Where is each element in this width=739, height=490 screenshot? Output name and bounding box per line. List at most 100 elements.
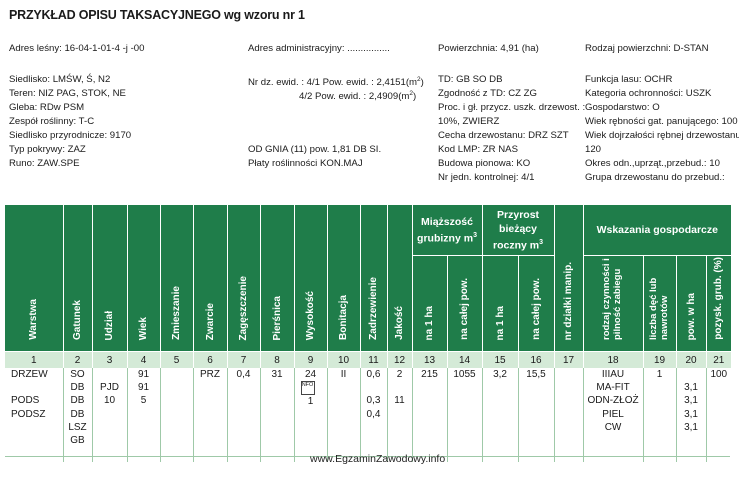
table-row: DRZEW PODS PODSZ SO DB DB DB LSZ GB PJD 10 91 91… — [5, 368, 731, 462]
cell-p-nacalej: 15,5 — [518, 368, 555, 462]
header-p-na1ha: na 1 ha — [482, 255, 519, 352]
cell-warstwa: DRZEW PODS PODSZ — [5, 368, 64, 462]
info-section: Adres leśny: 16-04-1-01-4 -j -00 Adres a… — [0, 0, 739, 205]
col-num: 18 — [583, 351, 644, 368]
header-zageszczenie: Zagęszczenie — [227, 205, 261, 352]
gospodarstwo: Gospodarstwo: O — [585, 102, 660, 113]
teren: Teren: NIZ PAG, STOK, NE — [9, 88, 126, 99]
cecha-drzewostanu: Cecha drzewostanu: DRZ SZT — [438, 130, 569, 141]
cell-rodzaj: IIIAU MA-FIT ODN-ZŁOŻ PIEL CW — [583, 368, 644, 462]
cell-pozysk: 100 — [710, 369, 728, 380]
col-num: 5 — [160, 351, 194, 368]
header-przyrost: Przyrost bieżący roczny m3 — [482, 205, 555, 256]
col-num: 17 — [554, 351, 584, 368]
powierzchnia: Powierzchnia: 4,91 (ha) — [438, 43, 539, 54]
budowa-pionowa: Budowa pionowa: KO — [438, 158, 531, 169]
col-num: 7 — [227, 351, 261, 368]
header-wiek: Wiek — [127, 205, 161, 352]
table-bottom-border — [5, 456, 730, 457]
td: TD: GB SO DB — [438, 74, 503, 85]
zgodnosc-td: Zgodność z TD: CZ ZG — [438, 88, 537, 99]
header-m-nacalej: na całej pow. — [447, 255, 483, 352]
header-pozysk: pozysk. grub. (%) — [706, 255, 732, 352]
header-piersnica: Pierśnica — [260, 205, 295, 352]
header-wysokosc: Wysokość — [294, 205, 328, 352]
cell-wysokosc: 24 NFO 1 — [294, 368, 328, 462]
col-num: 1 — [5, 351, 64, 368]
runo: Runo: ZAW.SPE — [9, 158, 80, 169]
header-udzial: Udział — [92, 205, 128, 352]
wiek-dojrzalosci: Wiek dojrzałości rębnej drzewostanu: — [585, 130, 739, 141]
typ-pokrywy: Typ pokrywy: ZAZ — [9, 144, 86, 155]
gleba: Gleba: RDw PSM — [9, 102, 85, 113]
col-num: 19 — [643, 351, 677, 368]
header-jakosc: Jakość — [387, 205, 413, 352]
header-zmieszanie: Zmieszanie — [160, 205, 194, 352]
cell-jakosc: 2 11 — [387, 368, 413, 462]
watermark: www.EgzaminZawodowy.info — [310, 453, 446, 465]
siedlisko-przyrodnicze: Siedlisko przyrodnicze: 9170 — [9, 130, 132, 141]
page-title: PRZYKŁAD OPISU TAKSACYJNEGO wg wzoru nr … — [9, 8, 305, 22]
cell-m-na1ha: 215 — [412, 368, 448, 462]
cell-m-nacalej: 1055 — [447, 368, 483, 462]
cell-wiek: 91 91 5 — [127, 368, 161, 462]
col-num: 16 — [518, 351, 555, 368]
cell-zadrzewienie: 0,6 0,3 0,4 — [360, 368, 388, 462]
okres-odnowienia: Okres odn.,uprząt.,przebud.: 10 — [585, 158, 720, 169]
cell-nr-dzialki — [554, 368, 584, 462]
cell-zmieszanie — [160, 368, 194, 462]
col-num: 4 — [127, 351, 161, 368]
kategoria-ochronnosci: Kategoria ochronności: USZK — [585, 88, 712, 99]
image-placeholder-icon: NFO — [300, 381, 315, 396]
col-num: 21 — [706, 351, 732, 368]
col-num: 6 — [193, 351, 228, 368]
od-gnia: OD GNIA (11) pow. 1,81 DB SI. — [248, 144, 382, 155]
platy-roslinnosci: Płaty roślinności KON.MAJ — [248, 158, 363, 169]
cell-bonitacja: II — [327, 368, 361, 462]
nr-dzialki-ewid-2: 4/2 Pow. ewid. : 2,4909(m2) — [299, 90, 417, 103]
col-num: 15 — [482, 351, 519, 368]
header-m-na1ha: na 1 ha — [412, 255, 448, 352]
cell-gatunek: SO DB DB DB LSZ GB — [63, 368, 93, 462]
header-rodzaj: rodzaj czynności i pilność zabiegu — [583, 255, 644, 352]
wiek-dojrzalosci-value: 120 — [585, 144, 602, 155]
header-gatunek: Gatunek — [63, 205, 93, 352]
nr-jedn-kontrolnej: Nr jedn. kontrolnej: 4/1 — [438, 172, 535, 183]
nr-dzialki-ewid-1: Nr dz. ewid. : 4/1 Pow. ewid. : 2,4151(m… — [248, 76, 424, 89]
col-num: 9 — [294, 351, 328, 368]
column-number-row: 1 2 3 4 5 6 7 8 9 10 11 12 13 14 15 16 1… — [5, 351, 732, 368]
cell-udzial: PJD 10 — [92, 368, 128, 462]
header-zadrzewienie: Zadrzewienie — [360, 205, 388, 352]
header-wskazania: Wskazania gospodarcze — [583, 205, 732, 256]
col-num: 2 — [63, 351, 93, 368]
col-num: 8 — [260, 351, 295, 368]
header-warstwa: Warstwa — [5, 205, 64, 352]
header-liczba: liczba dęć lub nawrotów — [643, 255, 677, 352]
taxation-table: Warstwa Gatunek Udział Wiek Zmieszanie Z… — [5, 205, 732, 462]
header-p-nacalej: na całej pow. — [518, 255, 555, 352]
zespol-roslinny: Zespół roślinny: T-C — [9, 116, 95, 127]
grupa-drzewostanu: Grupa drzewostanu do przebud.: — [585, 172, 725, 183]
col-num: 11 — [360, 351, 388, 368]
header-powwha: pow. w ha — [676, 255, 707, 352]
proc-uszk: Proc. i gł. przycz. uszk. drzewost. : — [438, 102, 586, 113]
cell-liczba: 1 — [643, 368, 677, 462]
header-zwarcie: Zwarcie — [193, 205, 228, 352]
cell-p-na1ha: 3,2 — [482, 368, 519, 462]
rodzaj-powierzchni: Rodzaj powierzchni: D-STAN — [585, 43, 709, 54]
col-num: 12 — [387, 351, 413, 368]
adres-administracyjny: Adres administracyjny: ................ — [248, 43, 390, 54]
header-nr-dzialki: nr działki manip. — [554, 205, 584, 352]
header-miazszosc: Miąższość grubizny m3 — [412, 205, 483, 256]
siedlisko: Siedlisko: LMŚW, Ś, N2 — [9, 74, 111, 85]
col-num: 14 — [447, 351, 483, 368]
cell-zwarcie: PRZ — [193, 368, 228, 462]
cell-powwha: 3,1 3,1 3,1 3,1 — [676, 368, 707, 462]
cell-piersnica: 31 — [260, 368, 295, 462]
col-num: 10 — [327, 351, 361, 368]
header-bonitacja: Bonitacja — [327, 205, 361, 352]
wiek-rebnosci: Wiek rębności gat. panującego: 100 — [585, 116, 738, 127]
cell-zageszczenie: 0,4 — [227, 368, 261, 462]
funkcja-lasu: Funkcja lasu: OCHR — [585, 74, 673, 85]
col-num: 13 — [412, 351, 448, 368]
